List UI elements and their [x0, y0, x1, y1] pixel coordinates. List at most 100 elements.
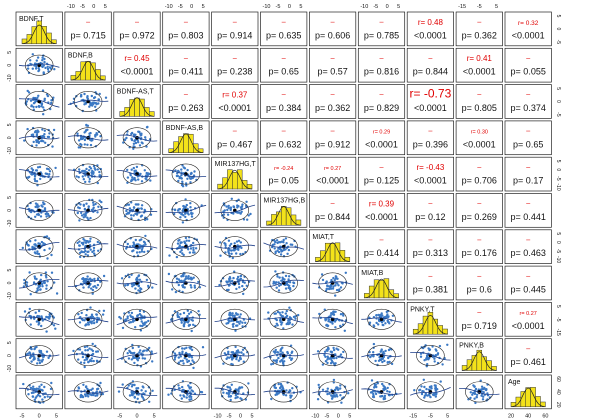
scatter-point — [37, 212, 40, 216]
scatter-point — [274, 348, 277, 352]
density-curve — [266, 206, 301, 226]
scatter-point — [131, 250, 134, 253]
histogram-bar — [388, 289, 395, 299]
scatter-point — [192, 366, 195, 370]
p-value: p= 0.57 — [317, 67, 347, 77]
scatter-point — [35, 277, 38, 281]
scatter-point — [227, 288, 230, 292]
scatter-point — [187, 384, 190, 387]
scatter-point — [280, 321, 284, 324]
cell-r10-c6 — [309, 374, 357, 410]
cell-r9-c4 — [211, 338, 259, 373]
scatter-point — [339, 313, 343, 316]
histogram-bar — [144, 107, 150, 117]
center-point — [281, 317, 286, 322]
p-value: <0.0001 — [512, 30, 545, 40]
cell-frame — [504, 11, 552, 47]
cell-r0-c4: p= 0.914 — [211, 11, 259, 47]
variable-label: BDNF-AS,B — [166, 125, 204, 132]
scatter-point — [272, 280, 275, 283]
scatter-point — [180, 397, 183, 400]
scatter-point — [151, 286, 154, 289]
scatter-point — [321, 278, 325, 282]
scatter-point — [197, 310, 200, 313]
smoothing-line — [18, 207, 60, 213]
scatter-point — [291, 387, 294, 390]
scatter-point — [86, 250, 89, 254]
scatter-point — [35, 105, 38, 109]
scatter-point — [176, 172, 179, 175]
scatter-point — [334, 277, 338, 280]
scatter-point — [34, 67, 38, 70]
cell-r6-c9: p= 0.176 — [455, 229, 503, 264]
scatter-point — [234, 394, 238, 397]
scatter-point — [183, 241, 187, 245]
scatter-point — [281, 315, 285, 318]
cell-r10-c5 — [260, 374, 308, 410]
scatter-point — [40, 139, 44, 142]
scatter-point — [330, 397, 334, 400]
tick-label: 20 — [555, 402, 561, 408]
scatter-point — [227, 248, 230, 251]
tick-label: 5 — [55, 413, 58, 419]
scatter-point — [38, 242, 42, 246]
scatter-point — [83, 169, 87, 173]
smoothing-line — [18, 279, 60, 289]
scatter-point — [92, 164, 96, 168]
scatter-point — [32, 102, 36, 105]
scatter-point — [190, 398, 193, 401]
scatter-point — [230, 351, 233, 354]
scatter-point — [231, 312, 234, 315]
scatter-point — [239, 397, 242, 400]
scatter-point — [89, 167, 93, 170]
scatter-point — [120, 277, 124, 280]
confidence-ellipse — [416, 345, 445, 367]
scatter-point — [146, 218, 149, 221]
scatter-point — [42, 71, 45, 74]
scatter-point — [235, 287, 238, 291]
scatter-point — [37, 393, 40, 396]
scatter-point — [145, 321, 148, 324]
scatter-point — [317, 383, 320, 387]
cell-frame — [309, 84, 357, 119]
histogram-bar — [295, 219, 302, 226]
scatter-point — [29, 323, 32, 326]
scatter-point — [44, 141, 47, 144]
p-value: p= 0.313 — [413, 248, 448, 258]
scatter-point — [425, 387, 428, 391]
scatter-point — [287, 248, 291, 252]
scatter-point — [43, 385, 46, 389]
scatter-point — [179, 359, 182, 363]
scatter-point — [139, 349, 142, 352]
scatter-point — [434, 386, 437, 389]
scatter-point — [94, 101, 98, 105]
scatter-point — [146, 250, 150, 253]
scatter-point — [137, 284, 141, 288]
scatter-point — [138, 247, 141, 250]
confidence-ellipse — [24, 272, 54, 294]
scatter-point — [192, 246, 195, 249]
scatter-point — [181, 221, 185, 224]
scatter-point — [34, 239, 37, 242]
p-value: <0.0001 — [463, 67, 496, 77]
scatter-point — [419, 352, 423, 355]
scatter-point — [232, 276, 235, 280]
tick-label: -10 — [360, 4, 368, 10]
scatter-point — [28, 351, 31, 354]
scatter-point — [179, 313, 182, 316]
scatter-point — [43, 248, 46, 252]
tick-label: 5 — [7, 268, 13, 271]
scatter-point — [87, 278, 90, 281]
scatter-point — [46, 395, 49, 398]
scatter-point — [45, 287, 48, 290]
scatter-point — [86, 124, 90, 128]
cell-frame — [406, 229, 454, 264]
scatter-point — [35, 139, 38, 142]
scatter-point — [31, 387, 34, 390]
scatter-point — [136, 139, 139, 142]
scatter-point — [373, 386, 376, 389]
scatter-point — [93, 252, 96, 255]
scatter-point — [29, 59, 32, 62]
cell-frame — [504, 338, 552, 373]
smoothing-line — [67, 353, 109, 359]
